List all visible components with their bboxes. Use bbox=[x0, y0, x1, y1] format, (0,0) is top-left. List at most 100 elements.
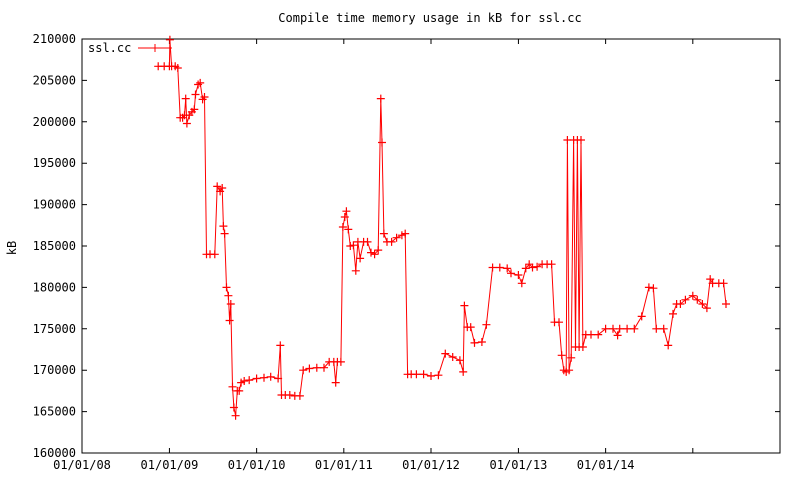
series-group bbox=[154, 35, 730, 420]
y-tick-label: 200000 bbox=[33, 115, 76, 129]
legend-label: ssl.cc bbox=[88, 41, 131, 55]
data-point bbox=[441, 349, 450, 358]
x-tick-label: 01/01/13 bbox=[490, 458, 548, 472]
data-point bbox=[218, 184, 227, 192]
data-point bbox=[623, 324, 632, 333]
data-point bbox=[521, 264, 530, 273]
data-point bbox=[219, 222, 228, 231]
data-point bbox=[528, 263, 537, 272]
data-point bbox=[455, 356, 464, 365]
data-point bbox=[525, 260, 534, 269]
data-point bbox=[225, 316, 234, 325]
data-point bbox=[401, 229, 410, 238]
data-point bbox=[578, 343, 587, 351]
data-point bbox=[555, 318, 563, 327]
data-point bbox=[514, 271, 523, 279]
data-point bbox=[228, 382, 237, 391]
data-point bbox=[196, 78, 205, 87]
x-tick-label: 01/01/09 bbox=[141, 458, 199, 472]
data-point bbox=[434, 371, 443, 380]
data-point bbox=[349, 241, 358, 250]
data-point bbox=[181, 94, 190, 103]
data-point bbox=[659, 324, 668, 333]
data-point bbox=[344, 225, 353, 234]
data-point bbox=[547, 260, 556, 269]
data-point bbox=[609, 324, 617, 333]
data-point bbox=[482, 320, 491, 329]
legend-marker bbox=[151, 44, 159, 52]
data-point bbox=[664, 341, 673, 350]
y-axis: 160000 165000 170000 175000 180000 185000 1900… bbox=[33, 32, 780, 460]
data-point bbox=[190, 105, 199, 114]
data-point bbox=[557, 351, 566, 360]
data-point bbox=[231, 411, 240, 420]
plot-area bbox=[81, 38, 781, 454]
data-point bbox=[240, 377, 249, 385]
data-point bbox=[693, 295, 702, 304]
data-point bbox=[698, 300, 707, 308]
data-point bbox=[495, 263, 504, 272]
x-axis: 01/01/08 01/01/09 01/01/10 01/01/11 01/01/12… bbox=[53, 39, 694, 472]
data-point bbox=[676, 300, 685, 308]
data-point bbox=[669, 309, 677, 318]
x-tick-label: 01/01/10 bbox=[228, 458, 286, 472]
y-tick-label: 185000 bbox=[33, 239, 76, 253]
x-tick-label: 01/01/11 bbox=[315, 458, 373, 472]
data-point bbox=[305, 364, 314, 373]
y-tick-label: 205000 bbox=[33, 73, 76, 87]
data-point bbox=[419, 370, 428, 379]
y-tick-label: 190000 bbox=[33, 198, 76, 212]
data-point bbox=[182, 119, 191, 128]
data-point bbox=[477, 338, 486, 346]
data-point bbox=[285, 391, 294, 399]
data-point bbox=[688, 291, 697, 300]
data-point bbox=[356, 254, 365, 263]
data-point bbox=[637, 312, 646, 321]
data-point bbox=[274, 374, 283, 383]
data-point bbox=[379, 229, 388, 238]
data-point bbox=[340, 213, 349, 221]
data-point bbox=[367, 248, 375, 257]
data-point bbox=[295, 391, 304, 400]
data-point bbox=[601, 324, 610, 333]
data-point bbox=[719, 279, 728, 288]
data-point bbox=[320, 363, 328, 372]
data-point bbox=[229, 403, 238, 412]
y-tick-label: 180000 bbox=[33, 280, 76, 294]
x-tick-label: 01/01/14 bbox=[577, 458, 635, 472]
data-point bbox=[460, 301, 469, 310]
data-point bbox=[488, 263, 497, 272]
data-point bbox=[173, 64, 182, 72]
data-point bbox=[200, 93, 209, 101]
data-point bbox=[191, 90, 200, 99]
data-point bbox=[533, 262, 542, 271]
data-point bbox=[235, 386, 244, 395]
data-point bbox=[276, 341, 285, 350]
data-point bbox=[336, 357, 345, 366]
data-point bbox=[220, 229, 229, 238]
data-point bbox=[507, 269, 515, 278]
data-point bbox=[466, 323, 475, 332]
data-point bbox=[260, 373, 268, 382]
y-tick-label: 170000 bbox=[33, 363, 76, 377]
data-point bbox=[681, 295, 690, 304]
y-tick-label: 175000 bbox=[33, 322, 76, 336]
data-point bbox=[331, 378, 340, 387]
data-point bbox=[397, 231, 406, 240]
data-point bbox=[630, 324, 639, 333]
data-point bbox=[363, 237, 372, 246]
data-point bbox=[226, 300, 235, 308]
data-point bbox=[210, 250, 219, 259]
data-point bbox=[213, 182, 222, 191]
data-point bbox=[266, 372, 275, 381]
y-tick-label: 165000 bbox=[33, 405, 76, 419]
data-point bbox=[378, 138, 386, 147]
data-point bbox=[565, 366, 574, 375]
data-point bbox=[387, 237, 396, 246]
chart-title: Compile time memory usage in kB for ssl.… bbox=[278, 11, 581, 25]
data-point bbox=[577, 136, 585, 144]
x-tick-label: 01/01/12 bbox=[402, 458, 460, 472]
data-point bbox=[652, 324, 661, 333]
data-point bbox=[338, 223, 347, 231]
data-point bbox=[427, 372, 435, 380]
